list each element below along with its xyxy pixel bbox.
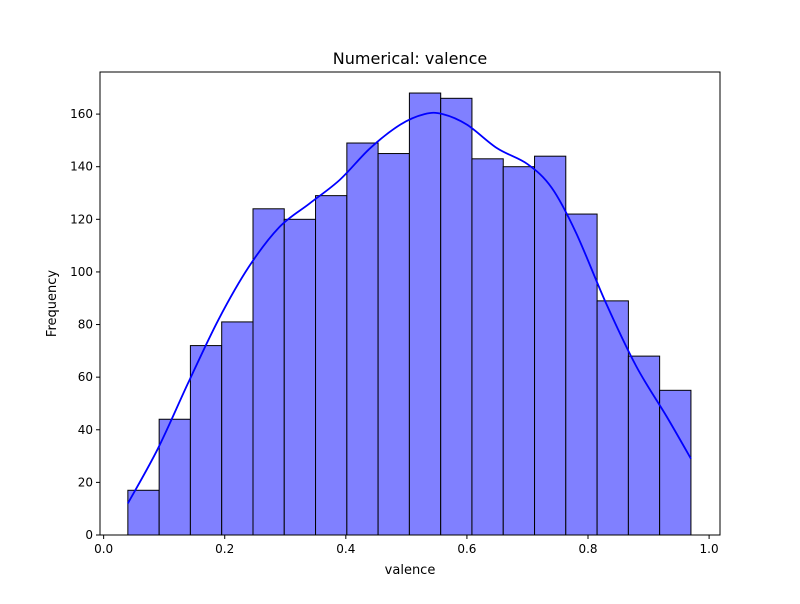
y-tick-label: 0 xyxy=(85,528,93,542)
plot-frame xyxy=(99,71,721,536)
x-tick-label: 0.0 xyxy=(94,542,113,556)
y-axis-label: Frequency xyxy=(45,270,60,337)
histogram-bar xyxy=(127,489,160,536)
x-axis: 0.0 0.2 0.4 0.6 0.8 1.0 xyxy=(94,535,719,556)
x-tick-label: 0.4 xyxy=(336,542,355,556)
histogram-bar xyxy=(346,142,379,536)
y-tick-label: 160 xyxy=(70,107,93,121)
histogram-bar xyxy=(315,195,348,536)
bars-group xyxy=(127,92,692,536)
histogram-bar xyxy=(471,158,504,536)
y-tick-label: 60 xyxy=(78,370,93,384)
chart-title: Numerical: valence xyxy=(333,49,487,68)
histogram-bar xyxy=(408,92,442,536)
y-axis: 0 20 40 60 80 100 120 140 160 xyxy=(70,107,100,542)
kde-curve xyxy=(127,111,692,504)
y-tick-label: 140 xyxy=(70,160,93,174)
y-tick-label: 20 xyxy=(78,475,93,489)
x-tick-label: 0.8 xyxy=(578,542,597,556)
histogram-bar xyxy=(221,321,254,536)
x-axis-label: valence xyxy=(385,563,436,578)
x-tick-label: 1.0 xyxy=(700,542,719,556)
histogram-bar xyxy=(627,355,661,536)
histogram-bar xyxy=(377,153,410,536)
histogram-bar xyxy=(502,166,536,536)
y-tick-label: 40 xyxy=(78,423,93,437)
y-tick-label: 100 xyxy=(70,265,93,279)
histogram-bar xyxy=(283,218,317,536)
y-tick-label: 80 xyxy=(78,318,93,332)
histogram-bar xyxy=(252,208,285,536)
histogram-bar xyxy=(189,345,223,536)
histogram-bar xyxy=(534,155,567,536)
histogram-bar xyxy=(158,418,191,536)
y-tick-label: 120 xyxy=(70,212,93,226)
x-tick-label: 0.6 xyxy=(457,542,476,556)
histogram-bar xyxy=(596,300,629,536)
kde-group xyxy=(127,111,692,504)
histogram-bar xyxy=(440,97,473,536)
histogram-bar xyxy=(565,213,598,536)
x-tick-label: 0.2 xyxy=(215,542,234,556)
